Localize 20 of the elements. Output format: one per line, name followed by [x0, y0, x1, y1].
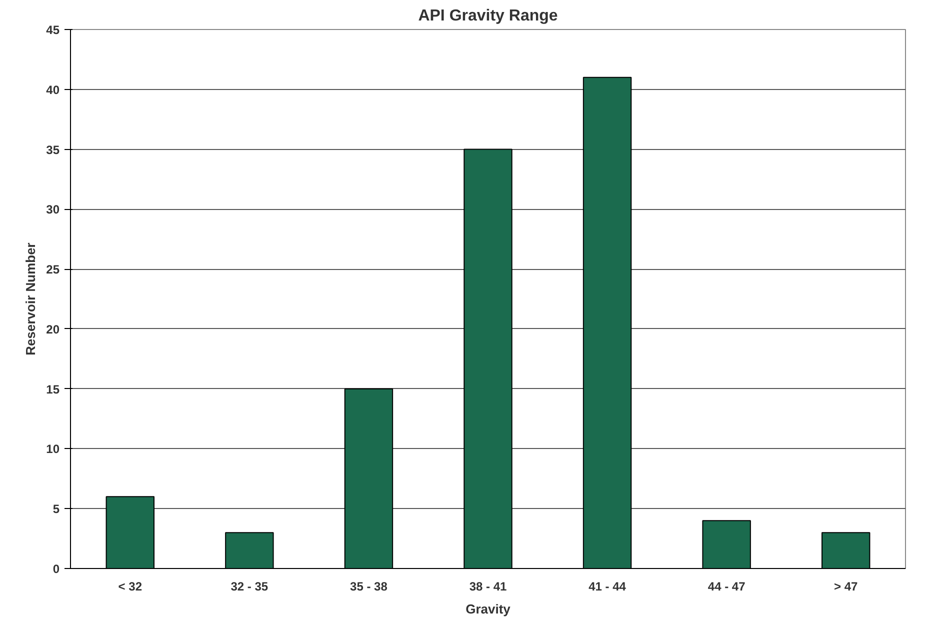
y-tick-label: 25 — [46, 262, 60, 277]
y-tick-label: 5 — [52, 502, 60, 516]
x-tick-label: 41 - 44 — [588, 580, 626, 594]
y-tick-label: 20 — [46, 322, 60, 336]
x-tick-label: 38 - 41 — [469, 580, 508, 594]
chart-title: API Gravity Range — [418, 8, 558, 24]
x-tick-label: 44 - 47 — [708, 580, 746, 594]
y-tick-label: 0 — [52, 562, 60, 576]
y-tick-label: 40 — [46, 82, 60, 97]
x-tick-label: < 32 — [118, 580, 142, 594]
x-axis-title: Gravity — [466, 602, 512, 616]
y-tick-label: 35 — [46, 142, 60, 157]
y-tick-label: 15 — [46, 382, 60, 396]
x-tick-label: 35 - 38 — [350, 580, 388, 594]
y-tick-label: 30 — [46, 202, 60, 217]
x-tick-label: 32 - 35 — [230, 580, 268, 594]
y-tick-label: 10 — [46, 442, 60, 456]
y-axis-title: Reservoir Number — [23, 242, 38, 356]
y-tick-label: 45 — [46, 23, 60, 37]
x-tick-label: > 47 — [834, 580, 858, 594]
